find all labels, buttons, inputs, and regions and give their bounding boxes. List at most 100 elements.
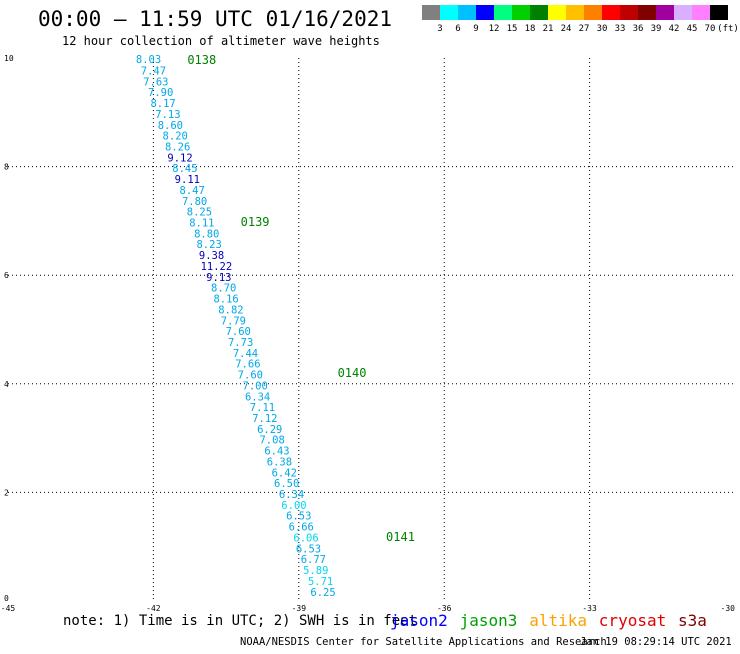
wave-height-point: 7.47 xyxy=(141,65,166,77)
wave-height-point: 7.60 xyxy=(238,370,263,382)
x-tick-label: -39 xyxy=(292,604,307,613)
x-axis-tick-labels: -45 -42 -39 -36 -33 -30 xyxy=(1,604,735,613)
color-scale-label: 42 xyxy=(669,24,680,34)
color-scale-swatch xyxy=(440,5,458,20)
wave-height-point: 6.53 xyxy=(296,543,321,555)
wave-height-point: 7.90 xyxy=(148,87,173,99)
pass-number-labels: 0138 0139 0140 0141 xyxy=(187,53,415,544)
satellite-legend-entry: jason3 xyxy=(460,611,518,630)
color-scale-label: 3 xyxy=(437,24,442,34)
color-scale-label: 24 xyxy=(561,24,572,34)
color-scale-swatch xyxy=(512,5,530,20)
color-scale-label: 70 xyxy=(705,24,716,34)
wave-height-point: 9.38 xyxy=(199,250,224,262)
satellite-legend-entry: altika xyxy=(529,611,587,630)
y-tick-label: 4 xyxy=(4,380,9,389)
satellite-legend: jason2 jason3 altika cryosat s3a xyxy=(390,611,707,630)
color-scale-swatch xyxy=(692,5,710,20)
satellite-legend-entry: s3a xyxy=(678,611,707,630)
color-scale-swatch xyxy=(656,5,674,20)
color-scale-swatch xyxy=(494,5,512,20)
x-tick-label: -36 xyxy=(437,604,452,613)
y-tick-label: 2 xyxy=(4,488,9,497)
color-scale-label: 18 xyxy=(525,24,536,34)
wave-height-point: 7.11 xyxy=(250,402,275,414)
wave-height-point: 8.03 xyxy=(136,54,161,66)
wave-height-point: 6.53 xyxy=(286,511,311,523)
color-scale-label: 6 xyxy=(455,24,460,34)
wave-height-point: 7.73 xyxy=(228,337,253,349)
y-tick-label: 0 xyxy=(4,594,9,603)
wave-height-point: 6.06 xyxy=(293,532,318,544)
wave-height-point: 9.13 xyxy=(206,272,231,284)
wave-height-point: 8.60 xyxy=(158,120,183,132)
pass-label: 0139 xyxy=(241,215,270,229)
wave-height-point: 6.42 xyxy=(272,467,297,479)
satellite-legend-entry: jason2 xyxy=(390,611,448,630)
wave-height-point: 6.77 xyxy=(301,554,326,566)
color-scale-swatch xyxy=(674,5,692,20)
color-scale-swatch xyxy=(476,5,494,20)
color-scale-swatch xyxy=(638,5,656,20)
x-tick-label: -42 xyxy=(146,604,161,613)
color-scale-label: 33 xyxy=(615,24,626,34)
y-tick-label: 8 xyxy=(4,163,9,172)
y-axis-tick-labels: 0 2 4 6 8 10 xyxy=(4,54,14,603)
chart-title: 00:00 – 11:59 UTC 01/16/2021 xyxy=(38,7,392,31)
color-scale-label: 12 xyxy=(489,24,500,34)
wave-height-point: 5.71 xyxy=(308,576,333,588)
wave-height-point: 6.34 xyxy=(279,489,304,501)
y-tick-label: 6 xyxy=(4,271,9,280)
wave-height-point: 9.11 xyxy=(175,174,200,186)
wave-height-point: 11.22 xyxy=(201,261,233,273)
color-scale-swatch xyxy=(620,5,638,20)
color-scale-label: (ft) xyxy=(717,24,739,34)
wave-height-point: 5.89 xyxy=(303,565,328,577)
color-scale-label: 30 xyxy=(597,24,608,34)
wave-height-point: 6.29 xyxy=(257,424,282,436)
color-scale-label: 15 xyxy=(507,24,518,34)
chart-subtitle: 12 hour collection of altimeter wave hei… xyxy=(62,34,380,48)
wave-height-point: 8.45 xyxy=(172,163,197,175)
wave-height-point: 8.23 xyxy=(196,239,221,251)
wave-height-point: 6.34 xyxy=(245,391,270,403)
wave-height-point: 8.82 xyxy=(218,304,243,316)
wave-height-point: 7.00 xyxy=(243,380,268,392)
wave-height-point: 7.79 xyxy=(221,315,246,327)
color-scale-swatch xyxy=(710,5,728,20)
x-tick-label: -33 xyxy=(582,604,597,613)
color-scale-label: 36 xyxy=(633,24,644,34)
pass-label: 0141 xyxy=(386,530,415,544)
footer-timestamp: Jan 19 08:29:14 UTC 2021 xyxy=(580,636,732,648)
color-scale-label: 9 xyxy=(473,24,478,34)
x-tick-label: -30 xyxy=(721,604,736,613)
x-tick-label: -45 xyxy=(1,604,16,613)
color-scale-swatch xyxy=(548,5,566,20)
wave-height-point: 6.50 xyxy=(274,478,299,490)
wave-height-point: 8.16 xyxy=(213,294,238,306)
wave-height-values: 8.037.477.637.908.177.138.608.208.269.12… xyxy=(136,54,336,599)
wave-height-point: 7.66 xyxy=(235,359,260,371)
wave-height-point: 8.11 xyxy=(189,218,214,230)
grid-lines xyxy=(8,58,735,601)
color-scale-label: 21 xyxy=(543,24,554,34)
color-scale-label: 45 xyxy=(687,24,698,34)
footer-credit: NOAA/NESDIS Center for Satellite Applica… xyxy=(240,636,607,648)
wave-height-point: 7.08 xyxy=(259,435,284,447)
wave-height-point: 8.47 xyxy=(180,185,205,197)
color-scale-label: 39 xyxy=(651,24,662,34)
wave-height-point: 7.13 xyxy=(155,109,180,121)
color-scale-swatch xyxy=(602,5,620,20)
pass-label: 0138 xyxy=(187,53,216,67)
wave-height-point: 6.43 xyxy=(264,446,289,458)
wave-height-point: 9.12 xyxy=(167,152,192,164)
swh-color-scale-legend: 3 6 9 12 15 18 21 24 27 30 33 36 39 42 45 70 (ft) xyxy=(422,5,739,34)
color-scale-swatch xyxy=(422,5,440,20)
y-tick-label: 10 xyxy=(4,54,14,63)
wave-height-point: 8.25 xyxy=(187,207,212,219)
wave-height-point: 7.44 xyxy=(233,348,258,360)
wave-height-point: 8.80 xyxy=(194,228,219,240)
wave-height-point: 6.00 xyxy=(281,500,306,512)
